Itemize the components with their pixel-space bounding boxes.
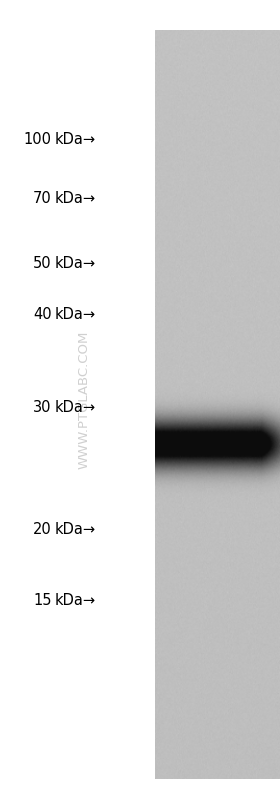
Text: kDa→: kDa→ [55, 307, 96, 321]
Text: kDa→: kDa→ [55, 191, 96, 205]
Text: 70: 70 [33, 191, 52, 205]
Text: 40: 40 [33, 307, 52, 321]
Text: 50: 50 [33, 256, 52, 271]
Text: kDa→: kDa→ [55, 256, 96, 271]
Text: WWW.PTGLABC.COM: WWW.PTGLABC.COM [78, 330, 90, 469]
Text: 15: 15 [33, 594, 52, 608]
Text: kDa→: kDa→ [55, 523, 96, 537]
Text: kDa→: kDa→ [55, 133, 96, 147]
Text: 100: 100 [24, 133, 52, 147]
Text: kDa→: kDa→ [55, 594, 96, 608]
Text: 30: 30 [33, 400, 52, 415]
Text: 20: 20 [33, 523, 52, 537]
Text: kDa→: kDa→ [55, 400, 96, 415]
